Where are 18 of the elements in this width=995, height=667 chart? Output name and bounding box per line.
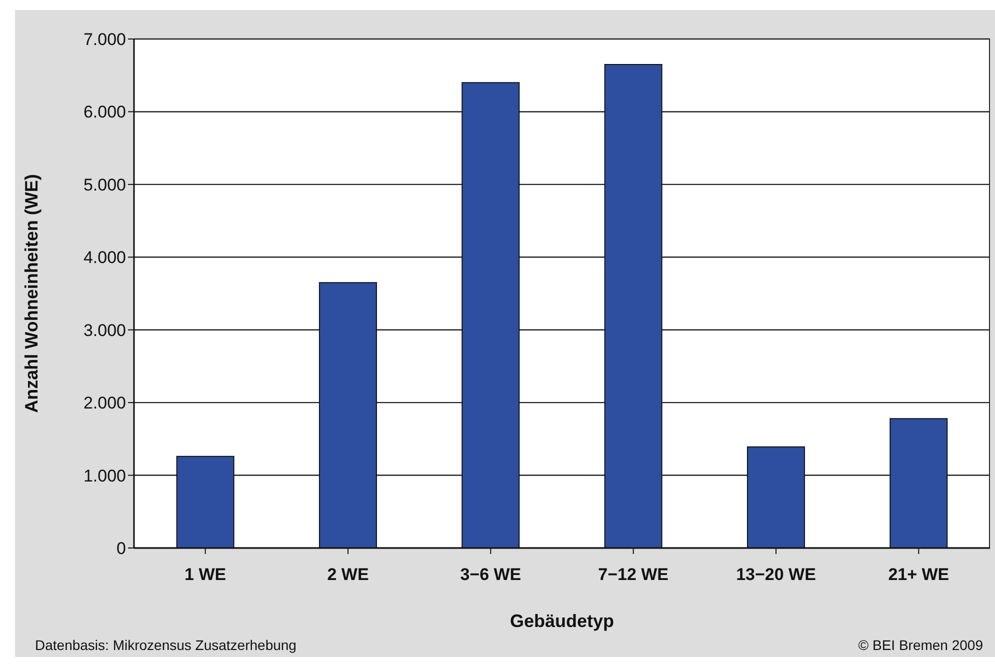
y-tick-label: 5.000 xyxy=(83,175,126,194)
x-tick-label: 21+ WE xyxy=(888,565,950,584)
y-tick-label: 6.000 xyxy=(83,102,126,122)
x-axis-title: Gebäudetyp xyxy=(510,611,614,631)
y-tick-label: 0 xyxy=(116,539,126,558)
y-tick-label: 4.000 xyxy=(83,248,126,268)
y-tick-label: 3.000 xyxy=(83,320,126,340)
y-axis-title: Anzahl Wohneinheiten (WE) xyxy=(21,174,42,413)
x-tick-label: 7−12 WE xyxy=(598,565,669,584)
x-tick-label: 2 WE xyxy=(327,565,369,584)
y-tick-label: 2.000 xyxy=(83,394,126,413)
text: © BEI Bremen 2009 xyxy=(858,637,983,653)
x-tick-label: 1 WE xyxy=(184,565,226,584)
y-tick-label: 7.000 xyxy=(83,30,126,50)
x-tick-label: 3−6 WE xyxy=(460,565,522,584)
y-tick-label: 1.000 xyxy=(83,466,126,486)
x-tick-label: 13−20 WE xyxy=(736,565,816,584)
text: Datenbasis: Mikrozensus Zusatzerhebung xyxy=(35,637,296,653)
